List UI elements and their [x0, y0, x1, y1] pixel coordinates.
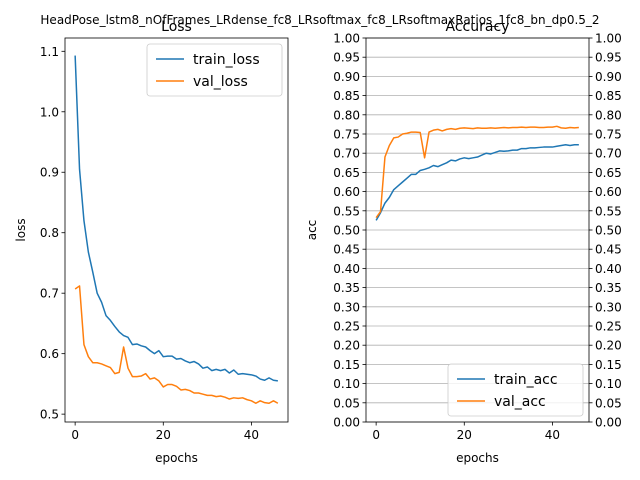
accuracy-y-tick-label: 0.50 [333, 224, 360, 238]
accuracy-chart: Accuracy epochs acc 0.00 0.00 0.05 0.05 0.10… [305, 19, 622, 465]
accuracy-y-tick-label: 0.95 [333, 51, 360, 65]
accuracy-x-axis-label: epochs [456, 451, 499, 465]
loss-y-tick-label: 0.6 [40, 347, 59, 361]
accuracy-right-y-tick-label: 0.00 [595, 416, 622, 430]
accuracy-right-y-tick-label: 0.40 [595, 262, 622, 276]
loss-legend-label-val_loss: val_loss [193, 74, 248, 90]
accuracy-right-y-tick-label: 1.00 [595, 32, 622, 46]
accuracy-y-tick-label: 0.75 [333, 128, 360, 142]
accuracy-right-y-tick-label: 0.45 [595, 243, 622, 257]
loss-legend: train_loss val_loss [146, 43, 283, 97]
accuracy-right-y-tick-label: 0.60 [595, 185, 622, 199]
loss-y-tick-label: 0.9 [40, 166, 59, 180]
accuracy-y-tick-label: 0.85 [333, 89, 360, 103]
loss-chart-title: Loss [161, 19, 192, 35]
accuracy-chart-title: Accuracy [446, 19, 510, 35]
accuracy-y-tick-label: 0.25 [333, 320, 360, 334]
loss-y-tick-label: 0.7 [40, 287, 59, 301]
loss-y-tick-label: 1.0 [40, 105, 59, 119]
accuracy-y-tick-label: 0.15 [333, 358, 360, 372]
accuracy-y-axis-label: acc [305, 220, 319, 241]
figure-suptitle: HeadPose_lstm8_nOfFrames_LRdense_fc8_LRs… [40, 13, 599, 27]
accuracy-series-train_acc [375, 144, 579, 221]
loss-legend-label-train_loss: train_loss [193, 52, 260, 68]
accuracy-legend-label-val_acc: val_acc [494, 394, 546, 410]
accuracy-right-y-tick-label: 0.05 [595, 396, 622, 410]
loss-legend-box [146, 43, 283, 97]
accuracy-right-y-tick-label: 0.10 [595, 377, 622, 391]
accuracy-x-tick-label: 40 [545, 428, 560, 442]
loss-series-train_loss [74, 55, 278, 382]
loss-chart: Loss epochs loss 0.5 0.6 0.7 0.8 0.9 1.0 1.1 0 2… [14, 19, 289, 465]
accuracy-right-y-tick-label: 0.85 [595, 89, 622, 103]
accuracy-x-tick-label: 20 [457, 428, 472, 442]
accuracy-right-y-tick-label: 0.25 [595, 320, 622, 334]
accuracy-right-y-tick-label: 0.30 [595, 300, 622, 314]
accuracy-x-tick-label: 0 [372, 428, 380, 442]
loss-x-tick-label: 0 [71, 428, 79, 442]
loss-plot-frame [64, 37, 289, 423]
accuracy-plot-frame [365, 37, 590, 423]
loss-x-tick-label: 40 [244, 428, 259, 442]
accuracy-legend: train_acc val_acc [447, 363, 584, 417]
loss-x-tick-label: 20 [156, 428, 171, 442]
accuracy-right-y-tick-label: 0.15 [595, 358, 622, 372]
accuracy-right-y-tick-label: 0.90 [595, 70, 622, 84]
accuracy-y-tick-label: 0.45 [333, 243, 360, 257]
accuracy-y-tick-label: 0.40 [333, 262, 360, 276]
accuracy-right-y-tick-label: 0.50 [595, 224, 622, 238]
accuracy-y-tick-label: 0.35 [333, 281, 360, 295]
loss-y-tick-label: 0.8 [40, 226, 59, 240]
loss-y-tick-label: 1.1 [40, 45, 59, 59]
accuracy-y-tick-label: 0.55 [333, 204, 360, 218]
loss-y-tick-label: 0.5 [40, 408, 59, 422]
accuracy-y-tick-label: 0.65 [333, 166, 360, 180]
accuracy-series-val_acc [375, 125, 579, 219]
accuracy-y-tick-label: 0.30 [333, 300, 360, 314]
accuracy-y-tick-label: 0.20 [333, 339, 360, 353]
accuracy-right-y-tick-label: 0.70 [595, 147, 622, 161]
accuracy-legend-label-train_acc: train_acc [494, 372, 558, 388]
accuracy-y-tick-label: 0.70 [333, 147, 360, 161]
accuracy-right-y-tick-label: 0.75 [595, 128, 622, 142]
accuracy-y-tick-label: 1.00 [333, 32, 360, 46]
accuracy-legend-box [447, 363, 584, 417]
accuracy-right-y-tick-label: 0.80 [595, 108, 622, 122]
accuracy-right-y-tick-label: 0.20 [595, 339, 622, 353]
accuracy-y-tick-label: 0.10 [333, 377, 360, 391]
loss-x-axis-label: epochs [155, 451, 198, 465]
loss-series-val_loss [74, 285, 279, 404]
loss-y-axis-label: loss [14, 218, 28, 241]
accuracy-right-y-tick-label: 0.95 [595, 51, 622, 65]
accuracy-y-tick-label: 0.80 [333, 108, 360, 122]
accuracy-y-tick-label: 0.05 [333, 396, 360, 410]
accuracy-right-y-tick-label: 0.35 [595, 281, 622, 295]
accuracy-y-tick-label: 0.00 [333, 416, 360, 430]
accuracy-right-y-tick-label: 0.65 [595, 166, 622, 180]
accuracy-right-y-tick-label: 0.55 [595, 204, 622, 218]
accuracy-y-tick-label: 0.90 [333, 70, 360, 84]
accuracy-y-tick-label: 0.60 [333, 185, 360, 199]
